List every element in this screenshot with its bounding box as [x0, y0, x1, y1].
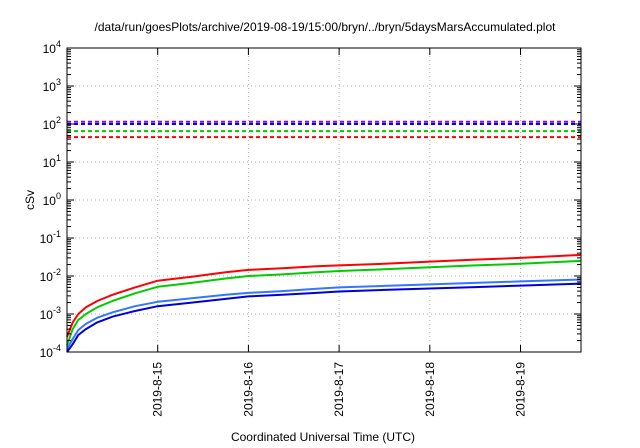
series-group — [66, 253, 582, 353]
series-line — [66, 278, 582, 350]
grid — [67, 48, 581, 352]
y-tick-label: 10-1 — [40, 229, 61, 246]
y-tick-label: 100 — [43, 191, 61, 208]
x-tick-label: 2019-8-16 — [241, 362, 255, 417]
series-line — [66, 259, 582, 346]
y-tick-label: 10-2 — [40, 267, 61, 284]
y-tick-label: 104 — [43, 39, 61, 56]
y-tick-label: 101 — [43, 153, 61, 170]
reference-lines — [67, 120, 581, 139]
series-line — [66, 282, 582, 353]
x-axis-label: Coordinated Universal Time (UTC) — [231, 430, 415, 444]
x-tick-label: 2019-8-15 — [151, 362, 165, 417]
y-tick-label: 10-4 — [40, 343, 61, 360]
x-tick-label: 2019-8-19 — [514, 362, 528, 417]
y-tick-label: 10-3 — [40, 305, 61, 322]
chart-title: /data/run/goesPlots/archive/2019-08-19/1… — [95, 20, 557, 34]
ticks: 10-4 10-3 10-2 10-1 100 101 102 103 104 2019-8-15… — [40, 39, 581, 417]
y-tick-label: 103 — [43, 77, 61, 94]
y-tick-label: 102 — [43, 115, 61, 132]
x-tick-label: 2019-8-17 — [332, 362, 346, 417]
x-tick-label: 2019-8-18 — [423, 362, 437, 417]
series-line — [66, 253, 582, 338]
y-axis-label: cSv — [23, 190, 37, 210]
